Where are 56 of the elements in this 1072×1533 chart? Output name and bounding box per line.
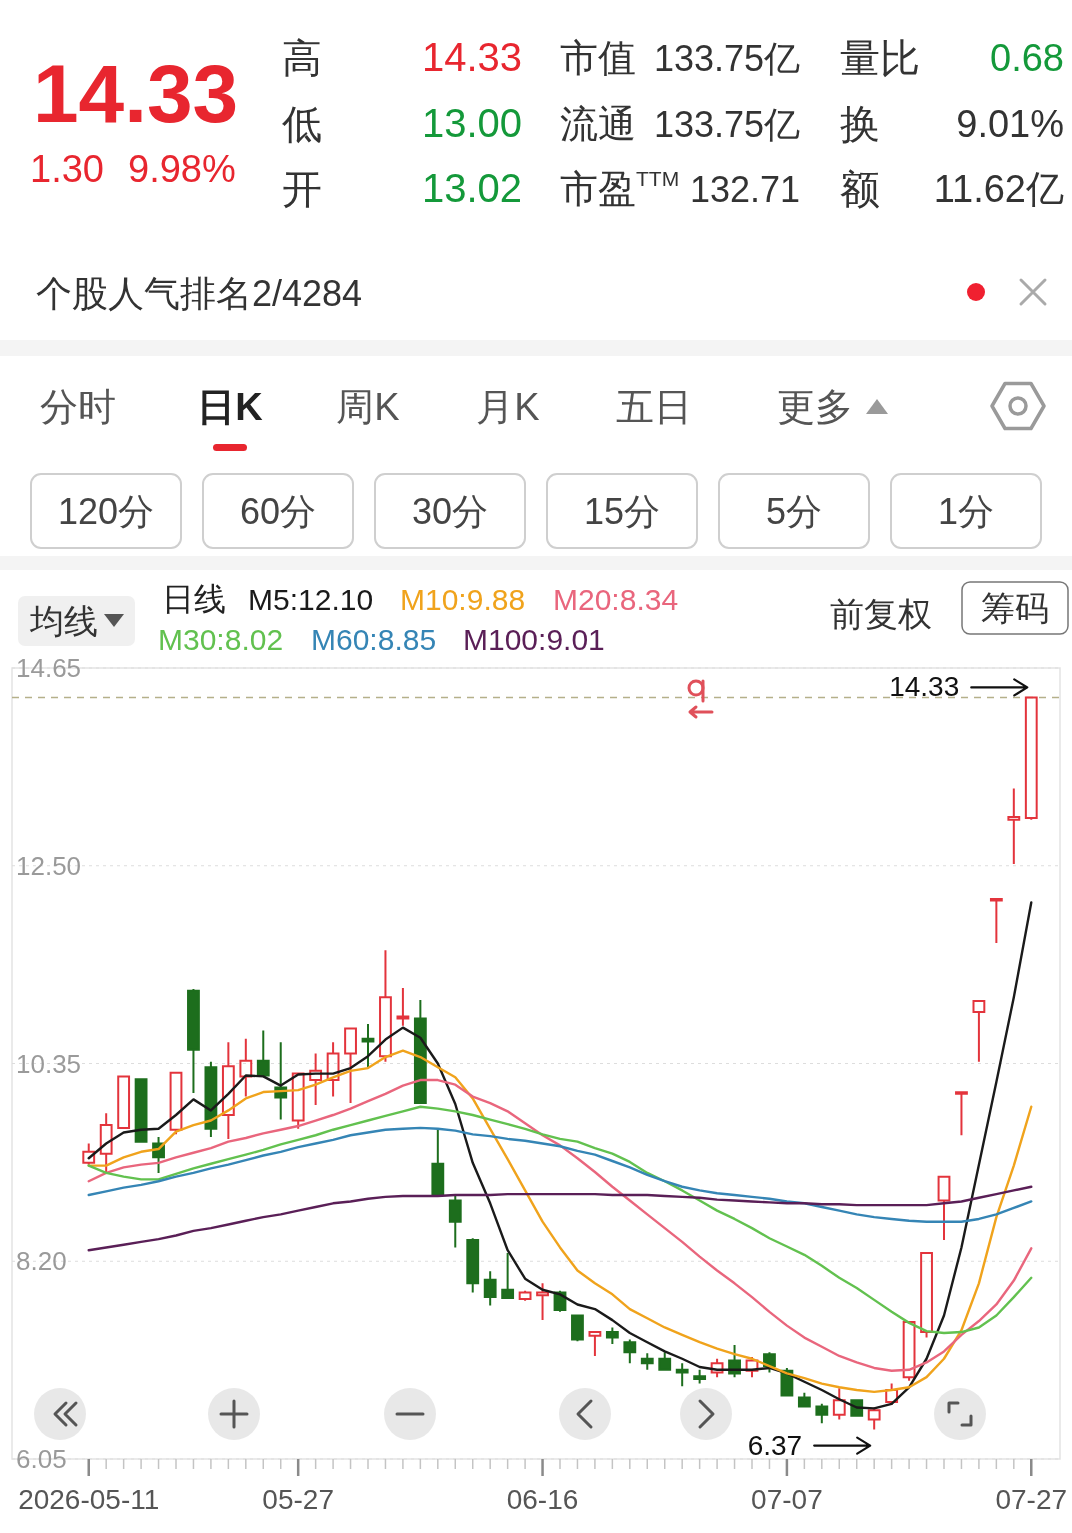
text: 换 (840, 102, 880, 146)
text: 13.00 (421, 101, 522, 145)
text: 120分 (57, 491, 155, 532)
text: 14.33 (33, 48, 239, 139)
chart-title: 日线 (162, 581, 226, 617)
text: 个股人气排名2/4284 (36, 273, 363, 314)
y-tick-label: 8.20 (16, 1246, 67, 1277)
text: 高 (282, 36, 322, 80)
x-tick-label: 07-07 (751, 1484, 823, 1515)
x-tick-label: 05-27 (262, 1484, 334, 1515)
text: 133.75亿 (653, 104, 800, 145)
y-tick-label: 10.35 (16, 1048, 82, 1079)
text: 132.71 (689, 169, 800, 210)
text: 0.68 (990, 37, 1064, 79)
text: 分时 (40, 386, 116, 428)
text: 60分 (239, 491, 317, 532)
text: 133.75亿 (653, 38, 800, 79)
text: 9.01% (956, 103, 1064, 145)
text: 1分 (937, 491, 995, 532)
text: 额 (840, 167, 880, 211)
y-tick-label: 12.50 (16, 850, 82, 881)
text: M60:8.85 (311, 623, 437, 656)
text: M20:8.34 (553, 583, 679, 616)
text: M10:9.88 (400, 583, 526, 616)
y-tick-label: 14.65 (16, 653, 82, 683)
x-tick-label: 06-16 (506, 1484, 579, 1515)
annotation: 14.33 (889, 671, 960, 703)
text: M30:8.02 (158, 623, 284, 656)
text: M100:9.01 (463, 623, 605, 656)
text: 周K (336, 386, 400, 428)
text: 前复权 (830, 595, 932, 633)
x-tick-label: 07-27 (995, 1484, 1068, 1515)
text: 13.02 (421, 166, 522, 210)
text: 9.98% (128, 148, 236, 190)
text: 5分 (765, 491, 823, 532)
text: 五日 (616, 386, 692, 428)
text: 14.33 (421, 35, 522, 79)
text: 日K (197, 386, 264, 428)
text: 市盈$^{TTM}$ (560, 167, 680, 210)
text: 低 (282, 102, 322, 146)
text: M5:12.10 (248, 583, 374, 616)
text: 市值 (560, 37, 636, 79)
y-tick-label: 6.05 (16, 1444, 67, 1474)
annotation: 6.37 (747, 1429, 803, 1461)
text: 月K (476, 386, 540, 428)
text: 流通 (560, 103, 636, 145)
x-tick-label: 2026-05-11 (18, 1484, 160, 1515)
text: 更多 (777, 386, 853, 428)
text: 筹码 (981, 589, 1049, 627)
text: 30分 (411, 491, 489, 532)
text: 11.62亿 (933, 168, 1064, 210)
text: 15分 (583, 491, 661, 532)
text: 开 (282, 167, 322, 211)
text: 均线 (29, 602, 98, 640)
text: 1.30 (30, 148, 104, 190)
text: 量比 (840, 36, 920, 80)
